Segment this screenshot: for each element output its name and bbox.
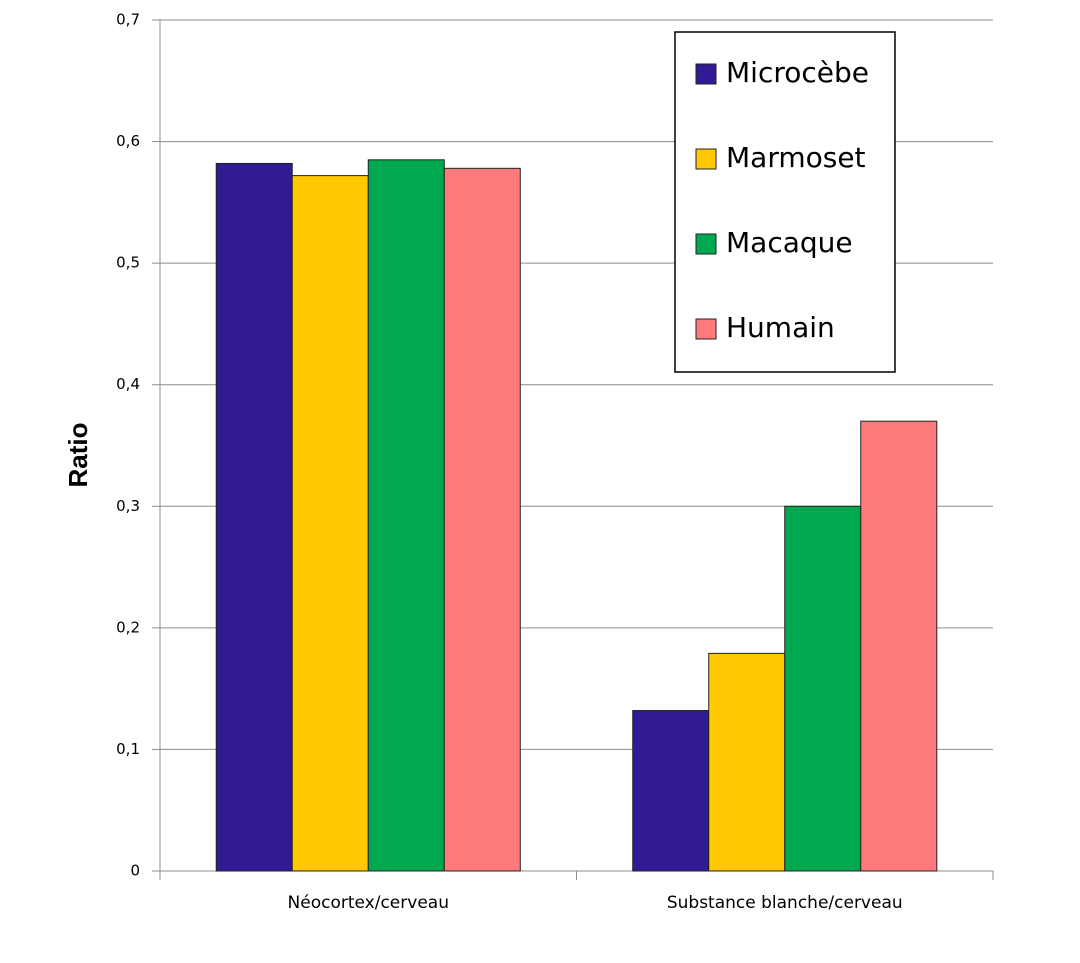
x-tick-label: Néocortex/cerveau (288, 893, 449, 913)
bar (443, 167, 521, 872)
y-tick-label: 0,2 (116, 618, 140, 636)
y-tick-label: 0,1 (116, 740, 140, 758)
bar (215, 162, 293, 872)
y-tick-label: 0,5 (116, 254, 140, 272)
y-tick-label: 0,4 (116, 375, 140, 393)
legend-swatch (695, 233, 717, 255)
y-tick-label: 0,3 (116, 497, 140, 515)
legend-swatch (695, 318, 717, 340)
y-tick-label: 0,6 (116, 132, 140, 150)
y-tick-label: 0,7 (116, 11, 140, 29)
bar (860, 420, 938, 872)
y-axis-label: Ratio (63, 423, 93, 488)
bar (632, 710, 710, 872)
legend-label: Humain (726, 311, 835, 344)
legend-label: Marmoset (726, 141, 866, 174)
legend-box (674, 31, 896, 373)
bar (784, 505, 862, 872)
x-tick-label: Substance blanche/cerveau (667, 893, 903, 913)
y-tick-label: 0 (130, 862, 140, 880)
legend-swatch (695, 148, 717, 170)
legend-swatch (695, 63, 717, 85)
bar (367, 159, 445, 872)
bar (291, 175, 369, 872)
legend-label: Microcèbe (726, 56, 869, 89)
bar (708, 652, 786, 872)
legend-label: Macaque (726, 226, 853, 259)
